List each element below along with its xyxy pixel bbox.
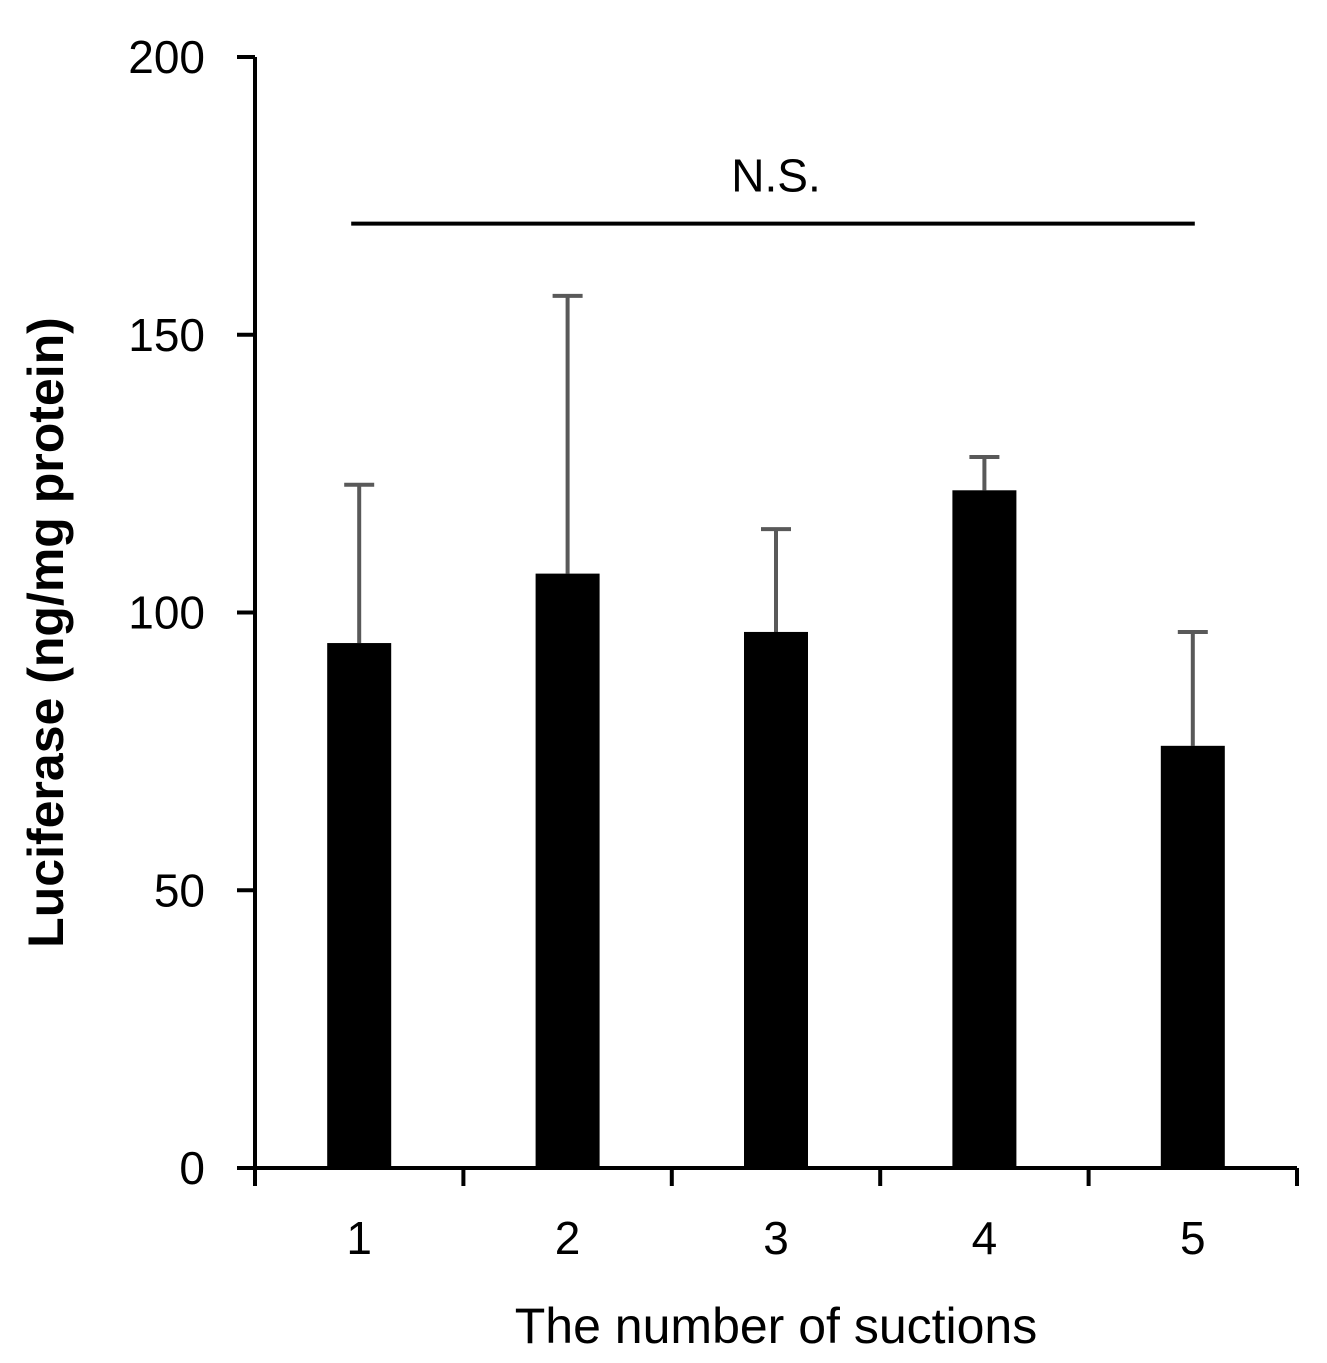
bar-3 xyxy=(744,631,808,1168)
y-axis-ticks: 0 50 100 150 200 xyxy=(128,31,255,1194)
y-tick-label: 200 xyxy=(128,31,205,83)
y-tick-label: 100 xyxy=(128,587,205,639)
y-tick-label: 150 xyxy=(128,309,205,361)
error-bars xyxy=(344,293,1208,746)
bar-4 xyxy=(952,490,1017,1168)
bars xyxy=(327,490,1225,1168)
y-tick-label: 0 xyxy=(179,1142,205,1194)
x-tick-label: 1 xyxy=(346,1212,372,1264)
axes xyxy=(253,57,1297,1170)
x-axis-ticks: 1 2 3 4 5 xyxy=(253,1168,1299,1264)
x-tick-label: 4 xyxy=(972,1212,998,1264)
bar-2 xyxy=(535,573,600,1168)
x-tick-label: 3 xyxy=(763,1212,789,1264)
bar-5 xyxy=(1160,745,1225,1168)
x-axis-title: The number of suctions xyxy=(515,1298,1038,1354)
significance-label: N.S. xyxy=(731,150,820,202)
y-axis-title: Luciferase (ng/mg protein) xyxy=(18,317,74,948)
x-tick-label: 5 xyxy=(1180,1212,1206,1264)
bar-1 xyxy=(327,643,392,1168)
significance-annotation: N.S. xyxy=(351,150,1195,226)
x-tick-label: 2 xyxy=(555,1212,581,1264)
y-tick-label: 50 xyxy=(154,864,205,916)
